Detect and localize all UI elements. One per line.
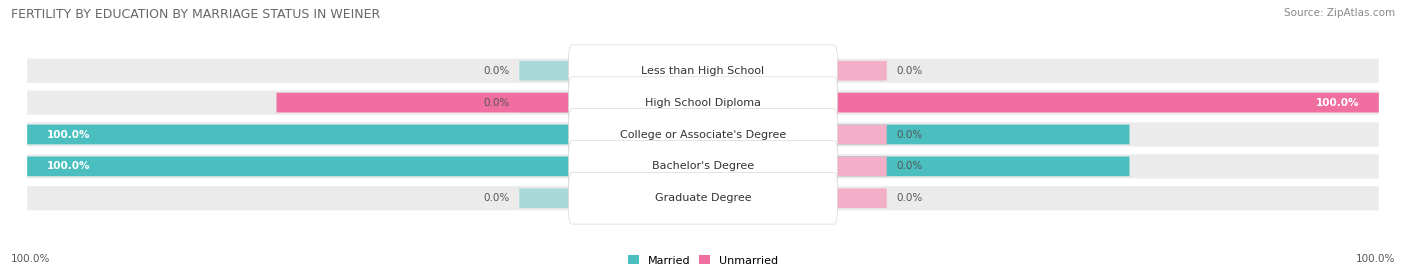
Text: College or Associate's Degree: College or Associate's Degree (620, 129, 786, 140)
Text: Source: ZipAtlas.com: Source: ZipAtlas.com (1284, 8, 1395, 18)
Text: 100.0%: 100.0% (1316, 98, 1360, 108)
Text: 0.0%: 0.0% (897, 66, 922, 76)
FancyBboxPatch shape (568, 141, 838, 192)
FancyBboxPatch shape (519, 93, 572, 112)
Text: 0.0%: 0.0% (897, 161, 922, 171)
FancyBboxPatch shape (27, 59, 1379, 83)
Text: 100.0%: 100.0% (1355, 254, 1395, 264)
Text: 100.0%: 100.0% (11, 254, 51, 264)
FancyBboxPatch shape (27, 90, 1379, 115)
FancyBboxPatch shape (519, 61, 572, 81)
FancyBboxPatch shape (834, 125, 887, 144)
FancyBboxPatch shape (27, 122, 1379, 147)
FancyBboxPatch shape (568, 172, 838, 224)
FancyBboxPatch shape (568, 77, 838, 128)
FancyBboxPatch shape (27, 154, 1379, 179)
Text: 0.0%: 0.0% (897, 129, 922, 140)
Text: 0.0%: 0.0% (484, 98, 509, 108)
Text: 100.0%: 100.0% (46, 129, 90, 140)
FancyBboxPatch shape (27, 186, 1379, 210)
FancyBboxPatch shape (27, 125, 1129, 144)
Text: Less than High School: Less than High School (641, 66, 765, 76)
Text: High School Diploma: High School Diploma (645, 98, 761, 108)
Text: 0.0%: 0.0% (484, 193, 509, 203)
Text: Graduate Degree: Graduate Degree (655, 193, 751, 203)
Text: 0.0%: 0.0% (897, 193, 922, 203)
Legend: Married, Unmarried: Married, Unmarried (623, 251, 783, 269)
FancyBboxPatch shape (519, 188, 572, 208)
Text: 0.0%: 0.0% (484, 66, 509, 76)
Text: FERTILITY BY EDUCATION BY MARRIAGE STATUS IN WEINER: FERTILITY BY EDUCATION BY MARRIAGE STATU… (11, 8, 381, 21)
Text: Bachelor's Degree: Bachelor's Degree (652, 161, 754, 171)
FancyBboxPatch shape (277, 93, 1379, 112)
FancyBboxPatch shape (568, 45, 838, 97)
FancyBboxPatch shape (834, 61, 887, 81)
FancyBboxPatch shape (834, 157, 887, 176)
FancyBboxPatch shape (27, 157, 1129, 176)
FancyBboxPatch shape (568, 109, 838, 160)
Text: 100.0%: 100.0% (46, 161, 90, 171)
FancyBboxPatch shape (834, 188, 887, 208)
